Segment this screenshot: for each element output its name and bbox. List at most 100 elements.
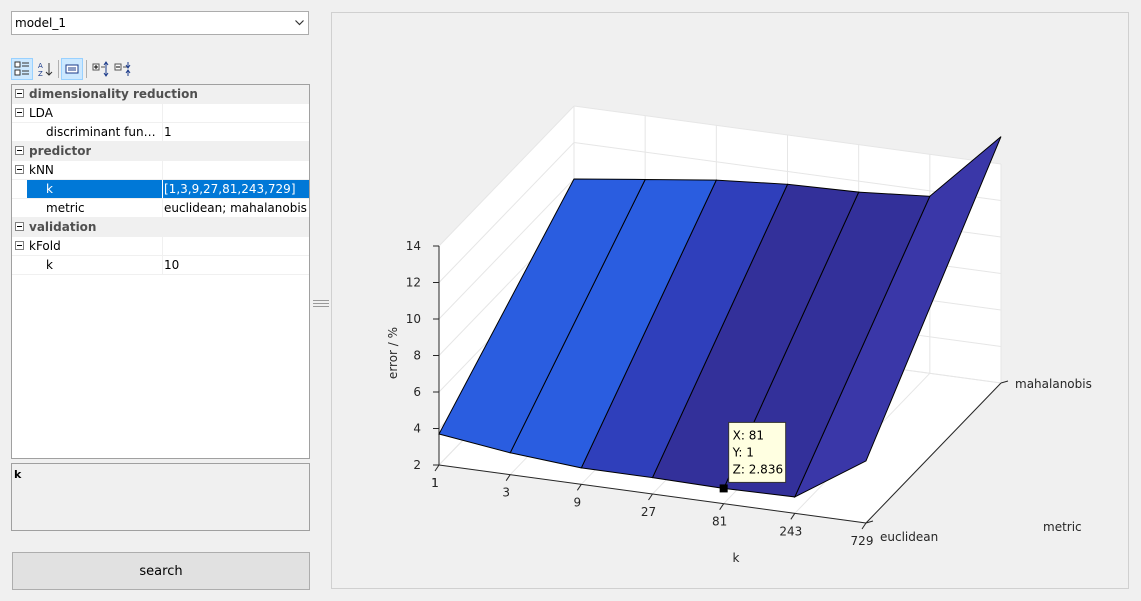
x-tick xyxy=(576,484,582,491)
z-tick-label: 14 xyxy=(406,239,421,253)
chevron-down-icon[interactable] xyxy=(290,12,308,34)
datatip-text: X: 81 xyxy=(733,428,764,442)
property-value[interactable]: 1 xyxy=(162,123,309,141)
z-tick-label: 12 xyxy=(406,276,421,290)
categorized-view-button[interactable] xyxy=(11,58,33,80)
svg-text:Z: Z xyxy=(38,70,43,77)
search-button[interactable]: search xyxy=(12,552,310,590)
z-tick-label: 2 xyxy=(413,458,421,472)
gridline xyxy=(438,178,575,320)
property-row-lda[interactable]: LDA xyxy=(12,104,309,123)
property-value[interactable]: [1,3,9,27,81,243,729] xyxy=(162,180,309,198)
collapse-icon[interactable] xyxy=(15,165,24,174)
gridline xyxy=(573,142,1002,201)
expand-all-icon xyxy=(92,61,109,77)
selection-highlight xyxy=(27,180,162,198)
model-dropdown-value: model_1 xyxy=(15,16,66,30)
property-value[interactable] xyxy=(162,161,309,179)
collapse-all-button[interactable] xyxy=(112,58,134,80)
category-predictor[interactable]: predictor xyxy=(12,142,309,161)
collapse-icon[interactable] xyxy=(15,241,24,250)
x-tick-label: 1 xyxy=(431,476,439,490)
plot-panel: 1 27 81 243 729 1 3 9 2 4 6 8 10 12 14 euclidean mahalan… xyxy=(331,12,1129,589)
description-title: k xyxy=(14,468,22,481)
surface-patch xyxy=(438,178,647,454)
property-row-k-selected[interactable]: k [1,3,9,27,81,243,729] xyxy=(12,180,309,199)
z-tick-label: 10 xyxy=(406,312,421,326)
expand-all-button[interactable] xyxy=(90,58,112,80)
x-tick-label: 81 xyxy=(712,515,727,529)
x-tick xyxy=(790,513,796,520)
x-axis-label: k xyxy=(733,551,740,565)
datatip-text: Z: 2.836 xyxy=(733,462,783,476)
collapse-icon[interactable] xyxy=(15,146,24,155)
property-name: k xyxy=(46,258,53,272)
property-row-kfold-k[interactable]: k 10 xyxy=(12,256,309,275)
property-row-kfold[interactable]: kFold xyxy=(12,237,309,256)
x-tick xyxy=(434,464,440,472)
property-name: metric xyxy=(46,201,85,215)
category-dimensionality-reduction[interactable]: dimensionality reduction xyxy=(12,85,309,104)
categorized-view-icon xyxy=(14,61,29,76)
z-tick-label: 4 xyxy=(413,422,421,436)
axis-ticks: 127812437291392468101214euclideanmahalan… xyxy=(406,239,1092,548)
gridline xyxy=(573,105,1002,165)
y-tick-label: mahalanobis xyxy=(1015,377,1092,391)
sort-alphabetical-icon: A Z xyxy=(38,62,53,77)
property-value[interactable]: 10 xyxy=(162,256,309,274)
x-tick xyxy=(648,493,653,501)
property-value[interactable]: euclidean; mahalanobis xyxy=(162,199,309,217)
property-pages-icon xyxy=(65,64,79,74)
collapse-icon[interactable] xyxy=(15,108,24,117)
collapse-all-icon xyxy=(114,62,131,76)
property-description-pane: k xyxy=(11,463,310,531)
x-tick-label: 243 xyxy=(779,524,802,538)
x-tick-label: 1 xyxy=(431,476,439,490)
property-row-metric[interactable]: metric euclidean; mahalanobis xyxy=(12,199,309,218)
x-tick xyxy=(719,503,725,510)
property-name: validation xyxy=(29,220,97,234)
collapse-icon[interactable] xyxy=(15,89,24,98)
sort-alphabetical-button[interactable]: A Z xyxy=(34,58,56,80)
property-name: predictor xyxy=(29,144,92,158)
property-grid[interactable]: dimensionality reduction LDA discriminan… xyxy=(11,84,310,459)
property-row-discriminant-functions[interactable]: discriminant functi… 1 xyxy=(12,123,309,142)
surface-plot[interactable]: 127812437291392468101214euclideanmahalan… xyxy=(332,13,1128,588)
model-dropdown[interactable]: model_1 xyxy=(11,11,309,35)
property-row-knn[interactable]: kNN xyxy=(12,161,309,180)
property-pages-button[interactable] xyxy=(61,58,83,80)
toolbar-separator xyxy=(58,60,59,78)
category-validation[interactable]: validation xyxy=(12,218,309,237)
property-name: dimensionality reduction xyxy=(29,87,198,101)
property-value[interactable] xyxy=(162,104,309,122)
property-name: discriminant functi… xyxy=(46,125,158,139)
z-axis-label: error / % xyxy=(386,327,400,379)
x-tick-label: 9 xyxy=(574,495,582,509)
y-tick xyxy=(865,520,874,524)
x-tick-label: 3 xyxy=(502,486,510,500)
y-axis-line xyxy=(865,382,1002,524)
x-tick-label: 729 xyxy=(851,534,874,548)
error-surface[interactable] xyxy=(438,136,1002,498)
datatip-marker xyxy=(719,484,728,493)
property-value[interactable] xyxy=(162,237,309,255)
collapse-icon[interactable] xyxy=(15,222,24,231)
z-tick-label: 6 xyxy=(413,385,421,399)
datatip[interactable]: X: 81 Y: 1 Z: 2.836 xyxy=(719,421,787,493)
x-tick xyxy=(861,522,867,530)
datatip-box xyxy=(728,421,787,483)
property-name: kNN xyxy=(29,163,54,177)
axis-labels: k metric error / % xyxy=(386,327,1082,565)
property-name: kFold xyxy=(29,239,61,253)
property-name: LDA xyxy=(29,106,53,120)
splitter-handle[interactable] xyxy=(313,296,329,307)
y-tick-label: euclidean xyxy=(880,530,938,544)
gridline xyxy=(438,142,575,283)
gridline xyxy=(438,105,575,247)
property-name: k xyxy=(46,182,53,196)
svg-text:A: A xyxy=(38,62,43,70)
x-tick xyxy=(505,474,511,481)
toolbar-separator xyxy=(86,60,87,78)
y-tick xyxy=(1000,380,1009,384)
y-axis-label: metric xyxy=(1043,520,1082,534)
